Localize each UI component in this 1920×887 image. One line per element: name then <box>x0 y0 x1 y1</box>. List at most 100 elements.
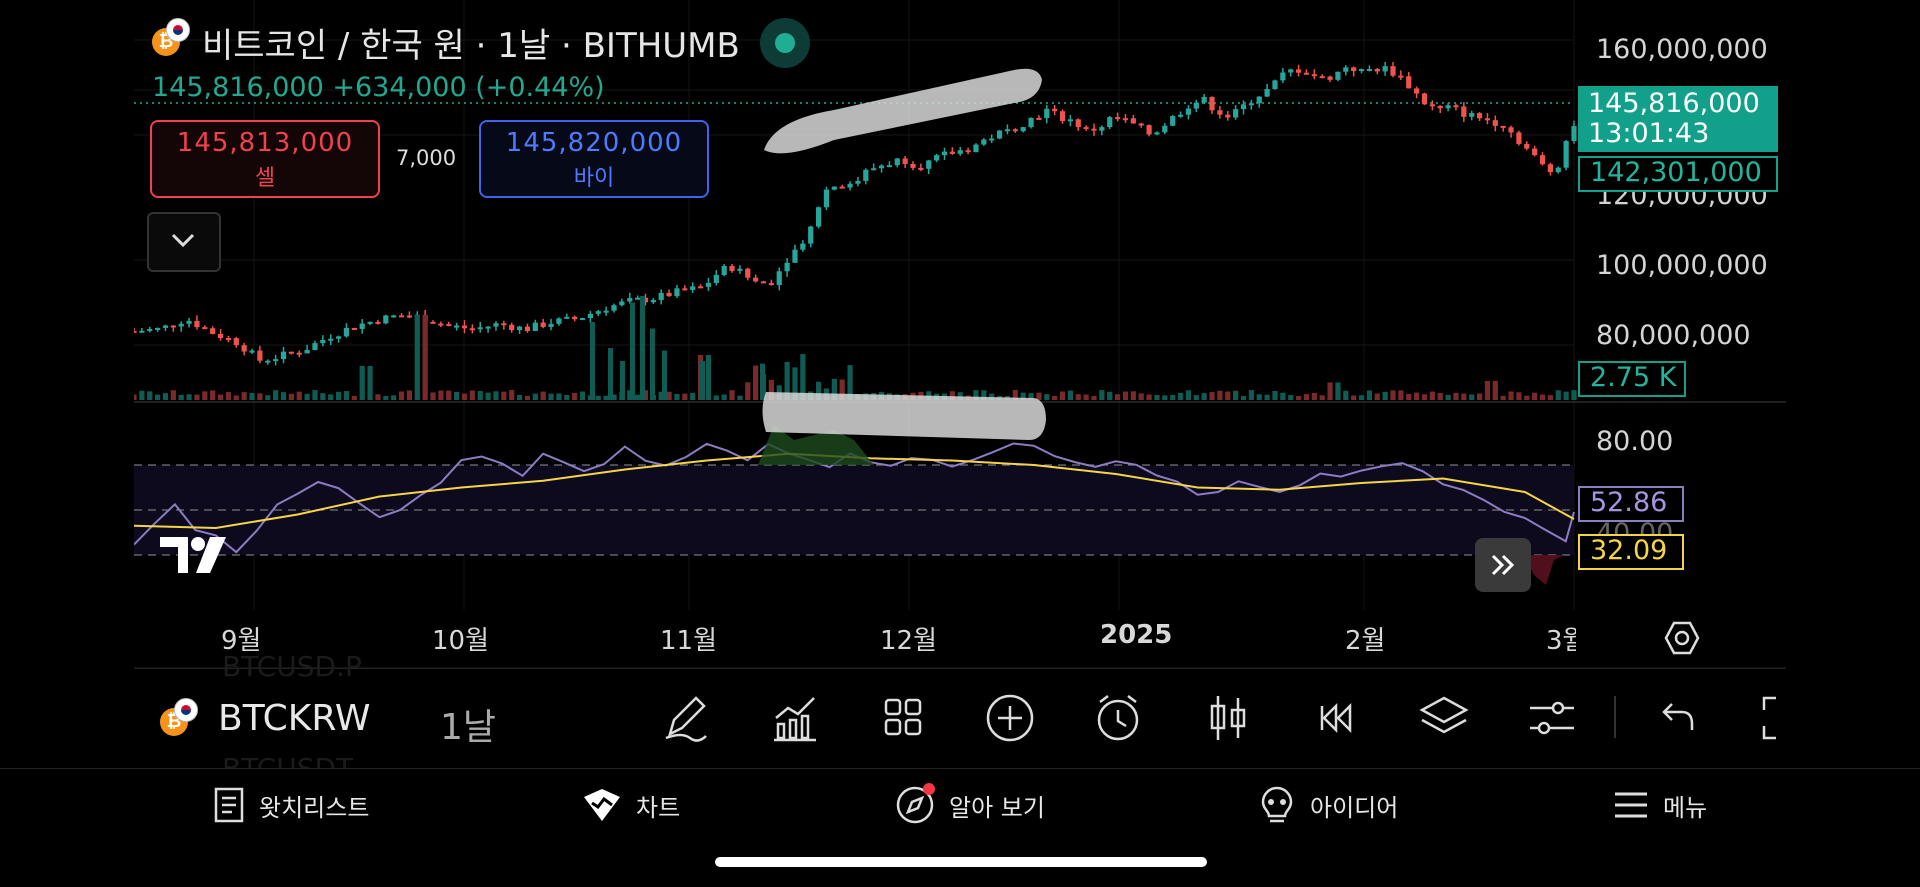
alarm-icon[interactable] <box>1088 688 1148 748</box>
price-axis-label: 100,000,000 <box>1596 250 1768 281</box>
volume-bar <box>1240 395 1247 400</box>
volume-bar <box>1185 390 1192 400</box>
last-price-tag[interactable]: 145,816,000 13:01:43 <box>1578 86 1778 152</box>
candle-icon[interactable] <box>1198 688 1258 748</box>
fullscreen-icon[interactable] <box>1752 688 1786 748</box>
candle-body <box>1555 167 1561 173</box>
price-axis-label: 80,000,000 <box>1596 320 1751 351</box>
candle-body <box>1406 76 1412 89</box>
candle-body <box>210 328 216 334</box>
buy-button[interactable]: 145,820,000 바이 <box>479 120 709 198</box>
candle-body <box>815 207 822 227</box>
candle-body <box>1358 69 1365 72</box>
undo-icon[interactable] <box>1646 688 1706 748</box>
volume-bar <box>1288 395 1294 400</box>
chart-icon <box>584 789 620 821</box>
volume-bar <box>178 394 184 400</box>
candle-body <box>359 323 365 329</box>
candle-body <box>1264 89 1270 97</box>
volume-bar <box>1201 393 1207 400</box>
layouts-icon[interactable] <box>874 688 934 748</box>
add-icon[interactable] <box>980 688 1040 748</box>
scroll-to-latest-button[interactable] <box>1475 538 1531 592</box>
volume-bar <box>1075 394 1081 400</box>
symbol-selector[interactable]: BTCKRW <box>218 698 371 739</box>
volume-bar <box>359 366 365 400</box>
price-chart-svg[interactable] <box>134 0 1786 668</box>
volume-bar <box>957 392 963 400</box>
candle-body <box>1484 118 1491 121</box>
candle-body <box>745 268 751 278</box>
volume-bar <box>1414 392 1420 400</box>
candle-body <box>1303 72 1310 75</box>
candle-body <box>1122 118 1129 121</box>
candle-body <box>635 297 641 300</box>
chart-settings-icon[interactable] <box>1664 620 1700 660</box>
volume-bar <box>1303 394 1310 400</box>
candle-body <box>926 160 932 169</box>
volume-bar <box>1500 395 1506 400</box>
candle-body <box>918 167 924 170</box>
symbol-title[interactable]: 비트코인 / 한국 원 · 1날 · BITHUMB <box>202 26 740 66</box>
collapse-button[interactable] <box>147 212 221 272</box>
candle-body <box>823 189 830 208</box>
volume-bar <box>1406 393 1412 400</box>
candle-body <box>1382 66 1388 72</box>
nav-ideas[interactable]: 아이디어 <box>1258 785 1398 825</box>
volume-bar <box>1429 391 1435 400</box>
candle-body <box>768 283 774 286</box>
candle-body <box>1185 108 1192 115</box>
nav-label: 메뉴 <box>1663 793 1708 822</box>
candle-body <box>532 322 538 332</box>
candle-body <box>808 226 814 244</box>
volume-bar <box>635 394 641 400</box>
candle-body <box>1351 67 1357 72</box>
layers-icon[interactable] <box>1414 688 1474 748</box>
settings-sliders-icon[interactable] <box>1522 688 1582 748</box>
chart-area[interactable] <box>134 0 1786 668</box>
volume-bar <box>548 393 554 400</box>
candle-body <box>682 288 688 291</box>
candle-body <box>737 268 743 271</box>
volume-bar <box>170 390 176 400</box>
volume-bar <box>1524 395 1530 400</box>
volume-bar <box>666 391 672 400</box>
volume-bar <box>839 379 845 400</box>
replay-icon[interactable] <box>1306 688 1366 748</box>
nav-watchlist[interactable]: 왓치리스트 <box>213 785 369 825</box>
volume-bar <box>981 390 987 400</box>
volume-bar <box>288 393 294 400</box>
volume-bar <box>438 390 444 400</box>
rsi-axis-top: 80.00 <box>1596 426 1674 457</box>
candle-body <box>1288 69 1294 73</box>
time-axis-label: 10월 <box>432 626 490 656</box>
nav-chart[interactable]: 차트 <box>582 785 680 825</box>
korea-flag-icon <box>166 18 190 42</box>
candle-body <box>1091 128 1097 131</box>
volume-bar <box>620 361 625 400</box>
candle-body <box>1524 143 1530 149</box>
volume-bar <box>564 395 570 400</box>
indicators-icon[interactable] <box>766 688 826 748</box>
pencil-icon[interactable] <box>656 688 716 748</box>
nav-menu[interactable]: 메뉴 <box>1613 785 1707 825</box>
volume-bar <box>1225 391 1231 400</box>
candle-body <box>1319 76 1325 79</box>
candle-body <box>485 326 491 329</box>
candle-body <box>564 316 570 319</box>
volume-bar <box>134 394 137 400</box>
candle-body <box>1138 123 1144 126</box>
interval-selector[interactable]: 1날 <box>440 707 497 748</box>
candle-body <box>1374 68 1380 72</box>
volume-bar <box>524 395 531 400</box>
candle-body <box>697 286 704 289</box>
market-open-indicator[interactable] <box>760 18 810 68</box>
volume-bar <box>1177 392 1184 400</box>
candle-body <box>776 271 782 286</box>
volume-bar <box>1476 393 1483 400</box>
nav-explore[interactable]: 알아 보기 <box>895 783 1045 825</box>
candle-body <box>288 351 294 354</box>
sell-button[interactable]: 145,813,000 셀 <box>150 120 380 198</box>
notification-dot <box>923 783 935 795</box>
time-axis-label: 11월 <box>660 626 718 656</box>
